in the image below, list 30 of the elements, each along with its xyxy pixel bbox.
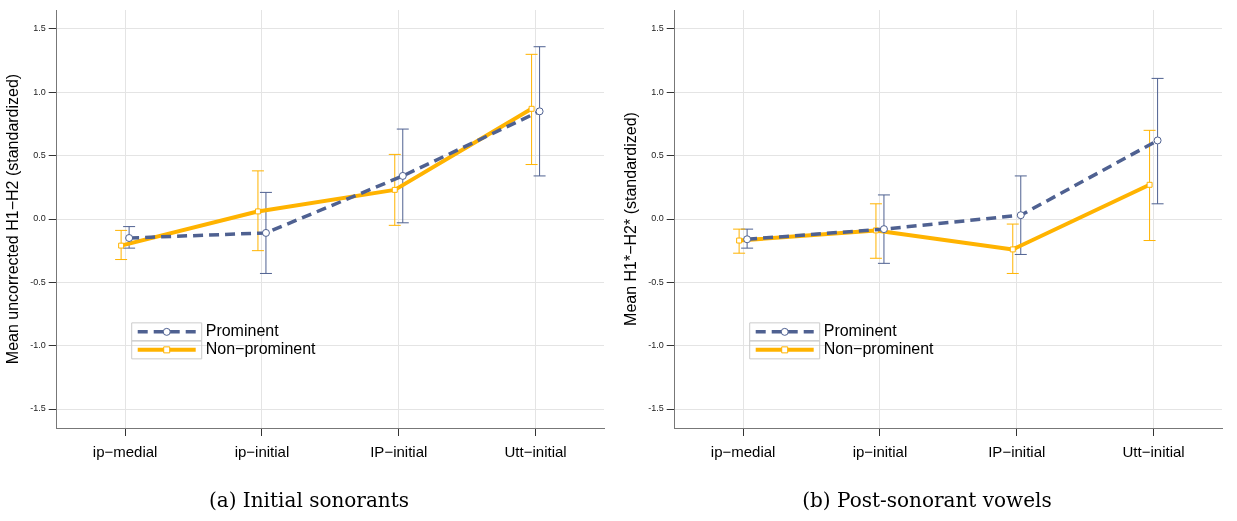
y-tick-label: 1.0 [651,86,664,97]
x-tick-label: ip−medial [92,443,158,461]
legend-label: Prominent [823,322,898,340]
y-tick-label: 0.5 [33,150,46,161]
x-tick-label: IP−initial [370,443,428,461]
y-tick-label: 0.0 [33,213,46,224]
legend-label: Non−prominent [205,340,317,358]
text: (b) Post-sonorant vowels [801,488,1053,512]
x-tick-label: ip−initial [234,443,290,461]
x-tick-label: Utt−initial [1122,443,1185,461]
y-tick-label: -1.5 [648,403,664,414]
y-tick-label: 1.5 [33,23,46,34]
y-tick-label: 0.5 [651,150,664,161]
x-tick-label: ip−initial [852,443,908,461]
y-tick-label: -1.0 [648,340,664,351]
x-tick-label: ip−medial [710,443,776,461]
x-tick-label: IP−initial [988,443,1046,461]
y-tick-label: 1.5 [651,23,664,34]
y-tick-label: -0.5 [30,276,46,287]
legend-label: Prominent [205,322,280,340]
y-tick-label: 0.0 [651,213,664,224]
y-tick-label: 1.0 [33,86,46,97]
y-tick-label: -1.5 [30,403,46,414]
text: (a) Initial sonorants [207,488,411,512]
y-tick-label: -0.5 [648,276,664,287]
y-tick-label: -1.0 [30,340,46,351]
y-axis-title: Mean H1*−H2* (standardized) [622,112,640,326]
x-tick-label: Utt−initial [504,443,567,461]
legend-label: Non−prominent [823,340,935,358]
y-axis-title: Mean uncorrected H1−H2 (standardized) [4,73,22,365]
